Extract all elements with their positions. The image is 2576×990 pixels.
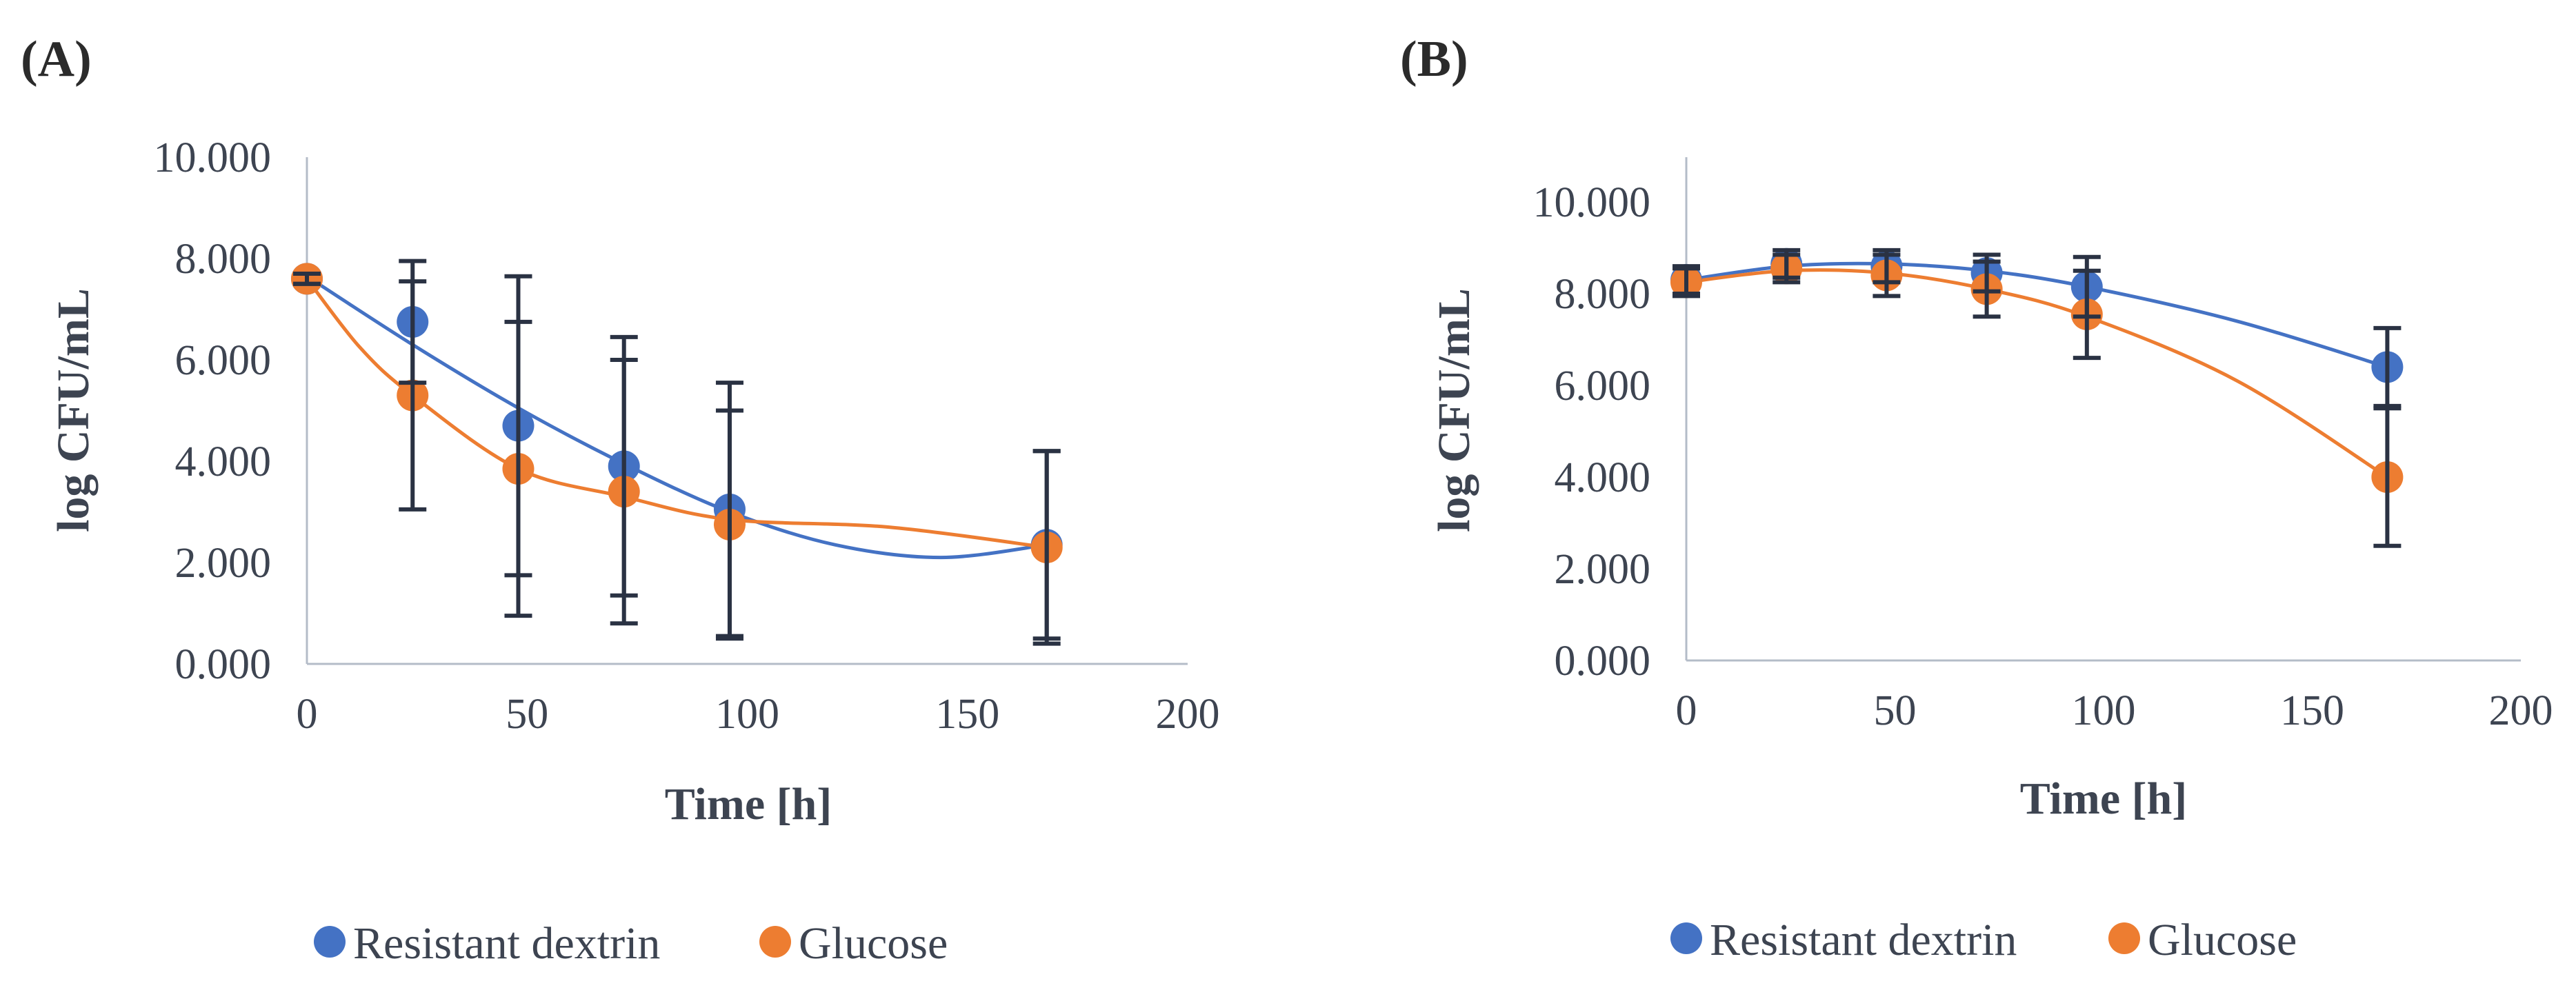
y-tick-label: 10.000 <box>154 134 272 181</box>
error-bar-glucose <box>399 279 427 512</box>
trendline-glucose <box>306 277 1048 549</box>
x-tick-label: 100 <box>2072 687 2136 734</box>
legend-label-resistant-dextrin: Resistant dextrin <box>1710 915 2017 965</box>
error-bar-resistant-dextrin <box>2373 325 2402 408</box>
x-tick-labels: 0 50 100 150 200 <box>1676 687 2553 734</box>
y-tick-labels: 0.000 2.000 4.000 6.000 8.000 10.000 <box>1533 179 1651 685</box>
x-tick-label: 150 <box>935 691 999 738</box>
trendline-resistant-dextrin <box>306 274 1047 560</box>
legend-label-glucose: Glucose <box>799 918 948 969</box>
legend-marker-resistant-dextrin <box>314 926 346 958</box>
y-tick-label: 2.000 <box>175 540 272 587</box>
error-bar-glucose <box>2373 406 2402 548</box>
y-tick-label: 8.000 <box>1555 271 1651 318</box>
y-tick-label: 6.000 <box>175 337 272 384</box>
legend: Resistant dextrin Glucose <box>314 918 948 969</box>
x-tick-label: 0 <box>297 691 318 738</box>
plot-area <box>291 259 1063 646</box>
legend-label-resistant-dextrin: Resistant dextrin <box>353 918 660 969</box>
y-axis-title: log CFU/mL <box>1429 288 1479 532</box>
error-bar-glucose <box>1673 266 1700 299</box>
x-tick-label: 200 <box>1156 691 1220 738</box>
x-tick-labels: 0 50 100 150 200 <box>297 691 1220 738</box>
error-bar-glucose <box>1973 259 2001 319</box>
plot-area <box>1670 248 2404 548</box>
x-tick-label: 50 <box>506 691 548 738</box>
chart-panel-a: (A) 0.000 2.000 4.000 6.000 8.000 10.000 0 50 1… <box>21 31 1220 969</box>
legend-marker-resistant-dextrin <box>1670 922 1702 954</box>
panel-label-a: (A) <box>21 31 92 88</box>
error-bar-glucose <box>293 272 321 286</box>
legend-marker-glucose <box>2108 922 2140 954</box>
trendline-glucose <box>1686 268 2388 479</box>
y-tick-label: 0.000 <box>175 641 272 688</box>
x-tick-label: 200 <box>2489 687 2553 734</box>
chart-panel-b: (B) 0.000 2.000 4.000 6.000 8.000 10.000 0 50 1… <box>1400 31 2553 965</box>
error-bar-glucose <box>504 319 532 618</box>
error-bar-glucose <box>1873 252 1901 299</box>
x-tick-label: 150 <box>2280 687 2344 734</box>
x-tick-label: 100 <box>715 691 779 738</box>
y-tick-label: 4.000 <box>1555 454 1651 501</box>
y-axis-title: log CFU/mL <box>48 288 99 532</box>
error-bar-glucose <box>2073 268 2101 361</box>
error-bar-glucose <box>610 358 638 626</box>
y-tick-labels: 0.000 2.000 4.000 6.000 8.000 10.000 <box>154 134 272 688</box>
y-tick-label: 6.000 <box>1555 363 1651 410</box>
legend-marker-glucose <box>759 926 791 958</box>
error-bar-glucose <box>715 408 743 641</box>
y-tick-label: 4.000 <box>175 438 272 485</box>
error-bar-glucose <box>1032 449 1061 646</box>
legend-label-glucose: Glucose <box>2148 915 2297 965</box>
y-tick-label: 10.000 <box>1533 179 1651 226</box>
y-tick-label: 8.000 <box>175 236 272 283</box>
x-tick-label: 0 <box>1676 687 1697 734</box>
x-axis-title: Time [h] <box>665 779 832 829</box>
x-axis-title: Time [h] <box>2020 774 2188 824</box>
legend: Resistant dextrin Glucose <box>1670 915 2297 965</box>
x-tick-label: 50 <box>1874 687 1917 734</box>
y-tick-label: 2.000 <box>1555 546 1651 593</box>
panel-label-b: (B) <box>1400 31 1468 88</box>
y-tick-label: 0.000 <box>1555 638 1651 685</box>
error-bar-glucose <box>1773 252 1801 285</box>
